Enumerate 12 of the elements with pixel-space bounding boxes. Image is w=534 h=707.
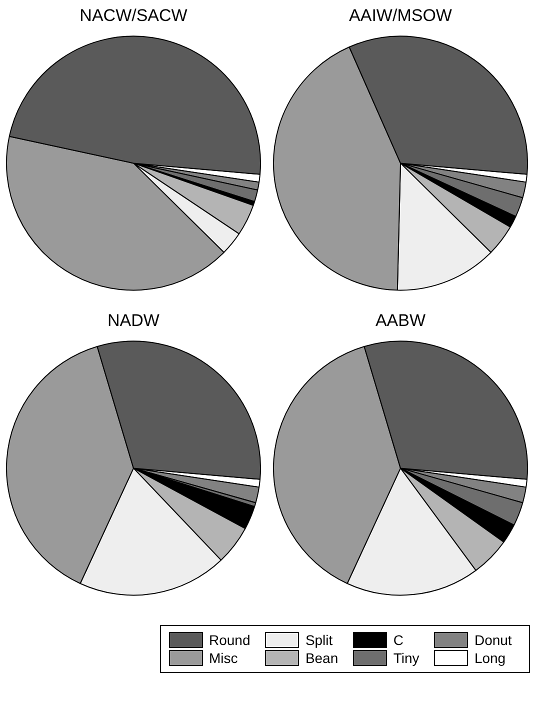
chart-title: AABW (375, 310, 426, 330)
legend-label: Tiny (393, 650, 420, 666)
legend-label: Donut (474, 632, 512, 648)
legend-label: Misc (209, 650, 238, 666)
chart-title: NACW/SACW (80, 6, 188, 25)
legend-label: Bean (305, 650, 338, 666)
chart-title: NADW (108, 310, 160, 330)
chart-title: AAIW/MSOW (349, 6, 452, 25)
legend-label: C (393, 632, 404, 648)
legend-label: Long (474, 650, 506, 666)
legend-label: Split (305, 632, 333, 648)
legend-label: Round (209, 632, 250, 648)
